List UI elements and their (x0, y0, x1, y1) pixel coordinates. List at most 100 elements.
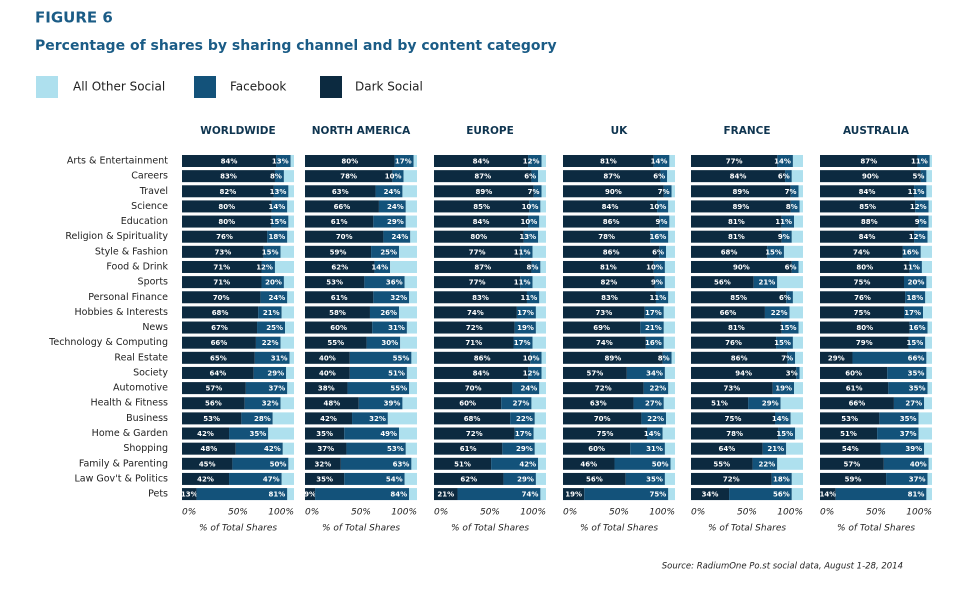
value-label: 84% (730, 173, 747, 181)
value-label: 51% (711, 400, 728, 408)
value-label: 80% (341, 158, 358, 166)
value-label: 19% (565, 491, 582, 499)
value-label: 31% (646, 445, 663, 453)
bar-segment (512, 382, 540, 395)
value-label: 64% (718, 445, 735, 453)
x-tick-label: 0% (305, 508, 319, 518)
bar-segment (434, 291, 527, 304)
bar-segment (915, 200, 929, 213)
value-label: 73% (723, 385, 740, 393)
bar-segment (926, 170, 932, 183)
bar-segment (404, 276, 417, 289)
bar-segment (539, 382, 546, 395)
bar-segment (820, 472, 887, 485)
value-label: 60% (845, 369, 862, 377)
bar-segment (399, 245, 417, 258)
bar-segment (182, 457, 233, 470)
value-label: 80% (856, 263, 873, 271)
value-label: 14% (819, 491, 836, 499)
value-label: 90% (862, 173, 879, 181)
value-label: 83% (601, 294, 618, 302)
category-label: News (142, 322, 168, 333)
figure-label: FIGURE 6 (35, 9, 113, 27)
value-label: 72% (723, 475, 740, 483)
bar-segment (563, 321, 641, 334)
bar-segment (820, 276, 904, 289)
value-label: 87% (474, 263, 491, 271)
bar-segment (255, 336, 281, 349)
value-label: 3% (786, 369, 798, 377)
bar-segment (346, 442, 406, 455)
bar-segment (399, 306, 417, 319)
value-label: 78% (726, 430, 743, 438)
value-label: 59% (845, 475, 862, 483)
value-label: 9% (915, 218, 927, 226)
bar-segment (375, 185, 403, 198)
value-label: 64% (209, 369, 226, 377)
bar-segment (691, 321, 782, 334)
bar-segment (820, 170, 921, 183)
bar-segment (691, 215, 782, 228)
bar-segment (924, 397, 932, 410)
bar-segment (886, 472, 928, 485)
bar-segment (909, 260, 922, 273)
value-label: 47% (263, 475, 280, 483)
bar-segment (271, 215, 289, 228)
bar-segment (434, 366, 529, 379)
value-label: 65% (210, 354, 227, 362)
value-label: 25% (266, 324, 283, 332)
panel-title: UK (611, 125, 629, 137)
bar-segment (820, 291, 906, 304)
bar-segment (434, 336, 514, 349)
bar-segment (670, 457, 675, 470)
bar-segment (820, 200, 916, 213)
bar-segment (650, 230, 669, 243)
bar-segment (267, 230, 288, 243)
bar-segment (927, 472, 932, 485)
bar-segment (387, 412, 417, 425)
bar-segment (664, 442, 675, 455)
bar-segment (925, 336, 932, 349)
bar-segment (533, 427, 546, 440)
bar-segment (516, 306, 536, 319)
value-label: 16% (650, 233, 667, 241)
value-label: 53% (203, 415, 220, 423)
bar-segment (305, 185, 376, 198)
value-label: 56% (205, 400, 222, 408)
value-label: 76% (854, 294, 871, 302)
x-tick-label: 50% (609, 508, 629, 518)
bar-segment (232, 457, 289, 470)
bar-segment (305, 321, 373, 334)
bar-segment (625, 472, 665, 485)
value-label: 22% (650, 385, 667, 393)
bar-segment (434, 170, 532, 183)
bar-segment (752, 457, 778, 470)
legend-label: All Other Social (73, 80, 165, 94)
bar-segment (662, 351, 672, 364)
bar-segment (630, 442, 665, 455)
bar-segment (655, 291, 669, 304)
bar-segment (403, 170, 417, 183)
value-label: 11% (903, 263, 920, 271)
bar-segment (820, 185, 915, 198)
value-label: 51% (388, 369, 405, 377)
bar-segment (918, 215, 929, 228)
bar-segment (926, 185, 932, 198)
bar-segment (434, 427, 515, 440)
bar-segment (372, 321, 407, 334)
bar-segment (405, 215, 417, 228)
x-tick-label: 100% (268, 508, 294, 518)
category-label: Family & Parenting (79, 458, 168, 469)
bar-segment (502, 442, 535, 455)
x-axis-label: % of Total Shares (322, 524, 400, 534)
category-label: Society (133, 367, 168, 378)
bar-segment (344, 427, 400, 440)
bar-segment (691, 306, 765, 319)
bar-segment (229, 427, 269, 440)
bar-segment (434, 260, 532, 273)
value-label: 60% (459, 400, 476, 408)
value-label: 35% (909, 385, 926, 393)
value-label: 56% (586, 475, 603, 483)
bar-segment (928, 457, 932, 470)
legend-swatch (320, 76, 342, 98)
